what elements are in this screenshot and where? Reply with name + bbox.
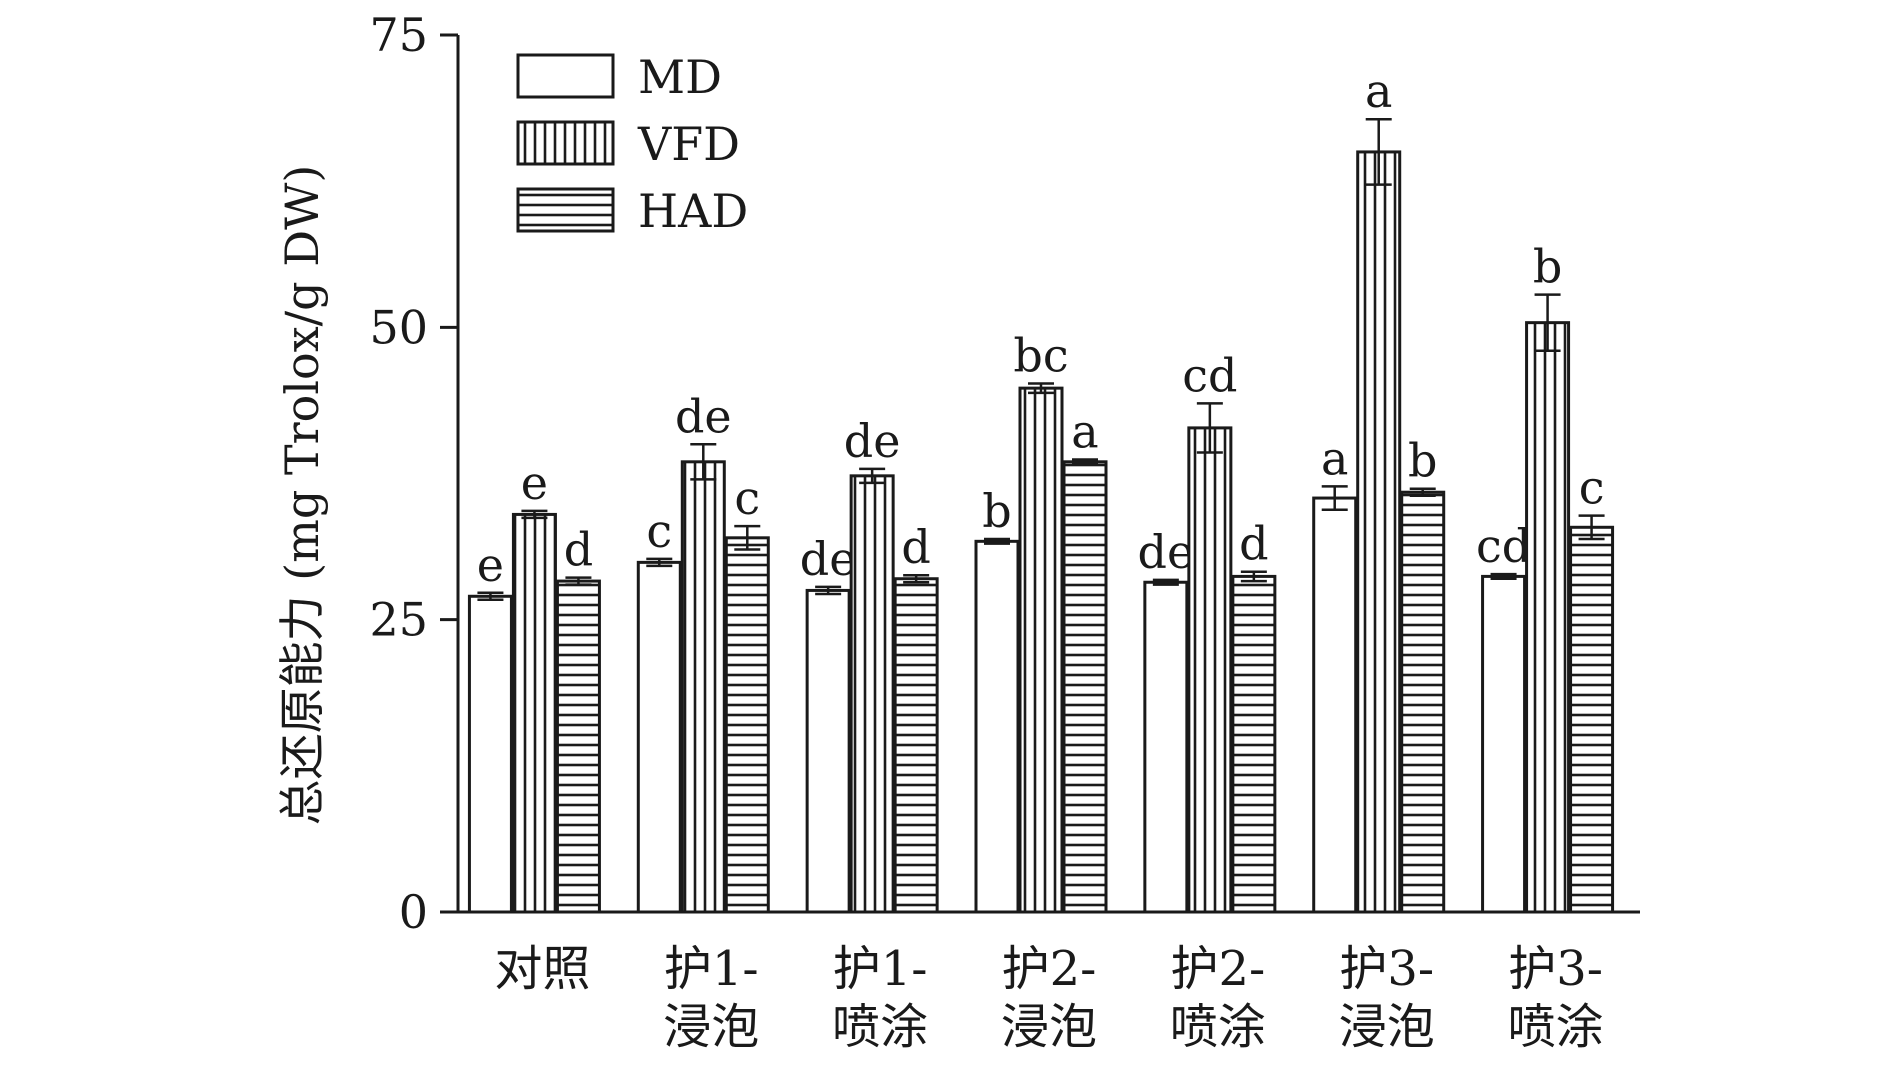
y-tick-label: 0 (399, 885, 428, 939)
legend-swatch-MD (516, 53, 615, 99)
significance-label: de (844, 414, 901, 468)
bar-VFD (680, 460, 726, 914)
x-tick-label: 护1-喷涂 (832, 941, 928, 1055)
y-tick-label: 75 (369, 8, 428, 62)
x-tick-label-line: 护2- (1002, 941, 1097, 997)
bar-VFD (1187, 426, 1233, 914)
plot-area: 0255075eed对照cdec护1-浸泡deded护1-喷涂bbca护2-浸泡… (369, 8, 1640, 1055)
bar-MD (467, 594, 513, 914)
bar-MD (974, 539, 1020, 914)
bar-VFD (511, 512, 557, 914)
significance-label: cd (1476, 519, 1531, 573)
legend-label-HAD: HAD (638, 184, 748, 238)
x-tick-label-line: 护2- (1170, 941, 1265, 997)
bar-HAD (1062, 460, 1108, 914)
significance-label: e (521, 456, 548, 510)
x-tick-label: 护2-喷涂 (1170, 941, 1266, 1055)
significance-label: bc (1013, 328, 1068, 382)
bar-VFD (1018, 386, 1064, 914)
x-tick-label-line: 浸泡 (1339, 999, 1435, 1055)
bar-VFD (1525, 321, 1571, 914)
significance-label: d (564, 523, 593, 577)
x-tick-label-line: 浸泡 (1001, 999, 1097, 1055)
significance-label: de (800, 532, 857, 586)
significance-label: de (1138, 525, 1195, 579)
bar-HAD (555, 579, 601, 914)
significance-label: d (1239, 517, 1268, 571)
significance-label: a (1071, 404, 1098, 458)
x-tick-label-line: 浸泡 (663, 999, 759, 1055)
bar-VFD (1356, 150, 1402, 914)
y-tick-label: 25 (369, 593, 428, 647)
significance-label: e (477, 538, 504, 592)
significance-label: a (1321, 431, 1348, 485)
y-tick-label: 50 (369, 300, 428, 354)
legend-label-VFD: VFD (637, 117, 740, 171)
legend: MD VFD HAD (516, 50, 748, 238)
significance-label: a (1365, 64, 1392, 118)
x-tick-label: 护1-浸泡 (663, 941, 759, 1055)
bar-MD (1312, 496, 1358, 914)
bar-HAD (1400, 490, 1446, 914)
x-tick-label-line: 对照 (494, 941, 590, 997)
bar-VFD (849, 474, 895, 914)
bar-MD (1481, 574, 1527, 914)
bar-MD (805, 588, 851, 914)
bar-MD (636, 560, 682, 914)
bar-HAD (724, 536, 770, 914)
significance-label: cd (1182, 348, 1237, 402)
x-tick-label-line: 护1- (664, 941, 759, 997)
significance-label: de (675, 389, 732, 443)
significance-label: d (901, 520, 930, 574)
x-tick-label-line: 护3- (1508, 941, 1603, 997)
x-tick-label-line: 喷涂 (1170, 999, 1266, 1055)
legend-swatch-VFD (516, 120, 615, 166)
legend-swatch-HAD (516, 187, 615, 233)
significance-label: b (982, 484, 1011, 538)
significance-label: b (1408, 434, 1437, 488)
y-axis-label: 总还原能力 (mg Trolox/g DW) (275, 165, 329, 826)
x-tick-label-line: 喷涂 (832, 999, 928, 1055)
bar-MD (1143, 580, 1189, 914)
bar-HAD (1569, 525, 1615, 914)
significance-label: c (646, 504, 672, 558)
x-tick-label-line: 护1- (833, 941, 928, 997)
significance-label: c (734, 471, 760, 525)
x-tick-label-line: 护3- (1339, 941, 1434, 997)
x-tick-label: 护2-浸泡 (1001, 941, 1097, 1055)
x-tick-label: 护3-喷涂 (1508, 941, 1604, 1055)
x-tick-label-line: 喷涂 (1508, 999, 1604, 1055)
significance-label: c (1579, 461, 1605, 515)
legend-label-MD: MD (638, 50, 722, 104)
bar-HAD (893, 577, 939, 914)
bar-HAD (1231, 574, 1277, 914)
significance-label: b (1533, 240, 1562, 294)
x-tick-label: 护3-浸泡 (1339, 941, 1435, 1055)
x-tick-label: 对照 (494, 941, 590, 997)
